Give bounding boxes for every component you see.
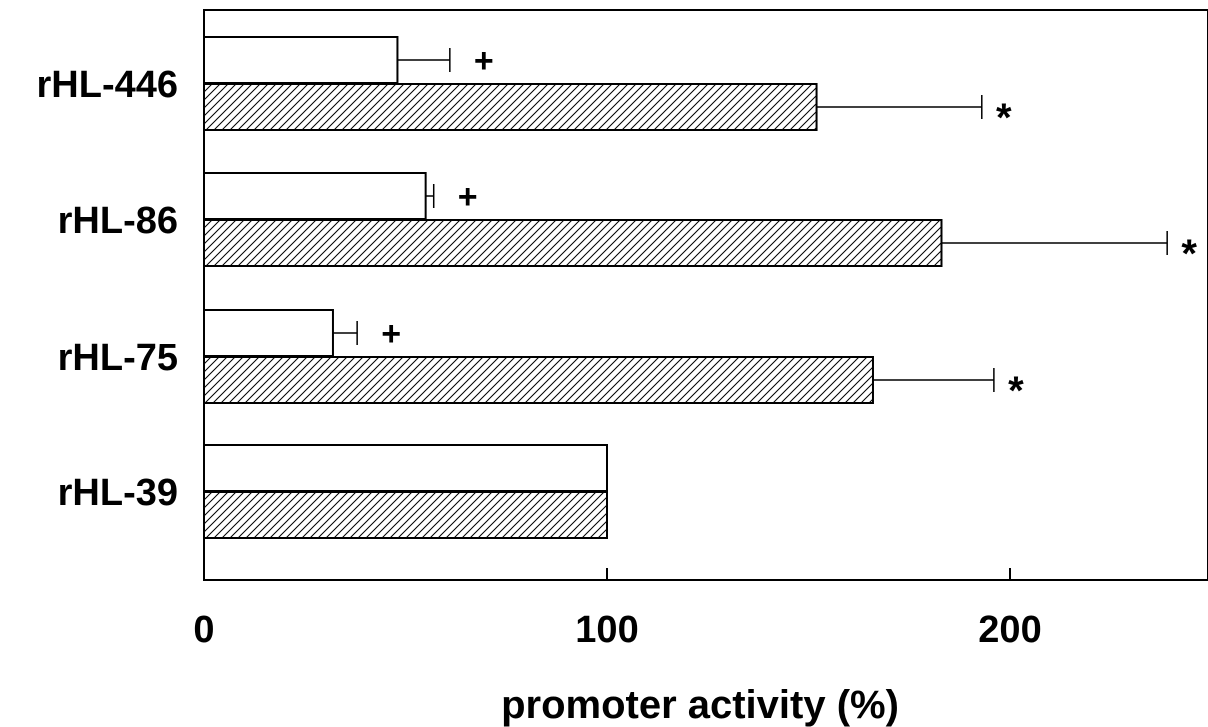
x-tick-label: 100: [575, 609, 638, 651]
bar: [203, 491, 608, 539]
bar: [203, 444, 608, 492]
significance-asterisk-marker: *: [1181, 232, 1197, 276]
category-label: rHL-39: [58, 472, 178, 514]
bar: [203, 219, 943, 267]
significance-plus-marker: +: [474, 42, 494, 80]
bar: [203, 356, 874, 404]
x-axis-title: promoter activity (%): [501, 683, 899, 727]
bar: [203, 172, 427, 220]
category-label: rHL-446: [37, 64, 179, 106]
significance-asterisk-marker: *: [1008, 369, 1024, 413]
bar: [203, 83, 818, 131]
category-label: rHL-75: [58, 337, 178, 379]
significance-plus-marker: +: [381, 315, 401, 353]
x-tick-label: 0: [193, 609, 214, 651]
significance-asterisk-marker: *: [996, 96, 1012, 140]
bar: [203, 309, 334, 357]
plot-frame: [203, 9, 1208, 581]
bar: [203, 36, 399, 84]
x-tick-label: 200: [978, 609, 1041, 651]
category-label: rHL-86: [58, 200, 178, 242]
significance-plus-marker: +: [458, 178, 478, 216]
